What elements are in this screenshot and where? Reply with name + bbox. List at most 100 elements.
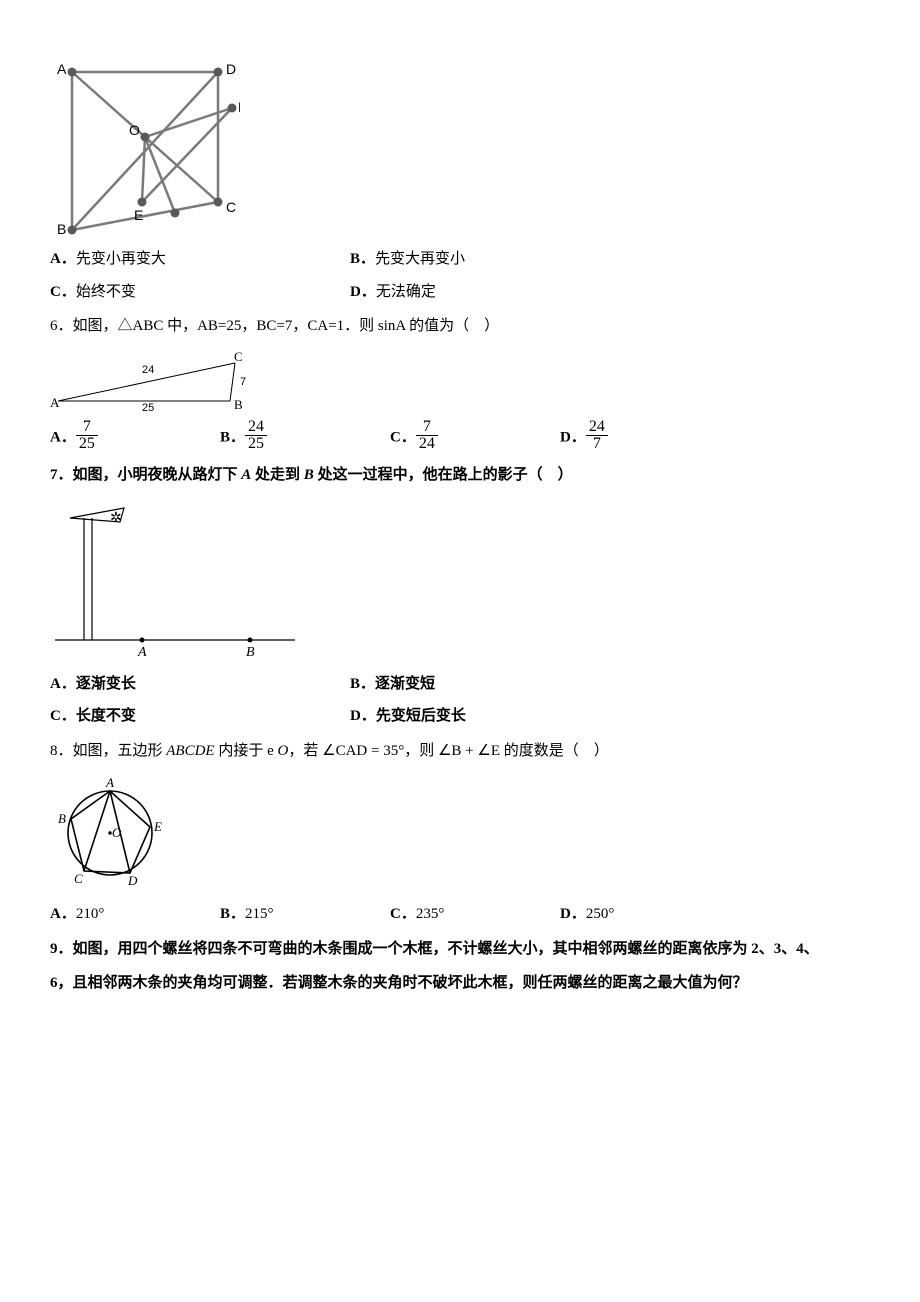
- svg-text:C: C: [74, 871, 83, 886]
- q7-svg: ✲ A B: [50, 500, 300, 660]
- svg-text:C: C: [226, 199, 236, 215]
- q5-figure: A D B C E F O: [50, 60, 870, 235]
- denominator: 25: [76, 435, 98, 453]
- q6-options: A．725 B．2425 C．724 D．247: [50, 421, 870, 456]
- q8-part-3: O: [278, 743, 289, 759]
- opt-text: 210°: [76, 906, 105, 922]
- q7-part-2: 处走到: [251, 467, 304, 483]
- svg-text:C: C: [234, 351, 243, 364]
- svg-text:B: B: [234, 397, 243, 411]
- opt-text: 先变短后变长: [376, 708, 466, 724]
- q6-opt-c: C．724: [390, 421, 560, 456]
- svg-text:O: O: [129, 122, 140, 138]
- fraction: 724: [416, 419, 438, 454]
- q6-opt-d: D．247: [560, 421, 608, 456]
- fraction: 247: [586, 419, 608, 454]
- q8-opt-a: A．210°: [50, 900, 220, 929]
- denominator: 25: [245, 435, 267, 453]
- opt-text: 先变大再变小: [375, 251, 465, 267]
- numerator: 7: [416, 419, 438, 436]
- opt-label: D．: [350, 284, 376, 300]
- svg-text:E: E: [153, 819, 162, 834]
- q8-figure: A B C D E O: [50, 775, 870, 890]
- svg-text:✲: ✲: [110, 511, 122, 526]
- q5-options-row-1: A．先变小再变大 B．先变大再变小: [50, 245, 870, 274]
- opt-text: 215°: [245, 906, 274, 922]
- svg-text:E: E: [134, 207, 143, 223]
- q8-part-7: ∠B + ∠E: [438, 743, 500, 759]
- q8-options: A．210° B．215° C．235° D．250°: [50, 900, 870, 929]
- opt-label: D．: [560, 429, 586, 445]
- q7-opt-b: B．逐渐变短: [350, 670, 435, 699]
- numerator: 7: [76, 419, 98, 436]
- svg-text:B: B: [246, 645, 255, 660]
- svg-text:24: 24: [142, 364, 154, 376]
- q6-opt-a: A．725: [50, 421, 220, 456]
- q8-part-5: ∠CAD = 35°: [322, 743, 404, 759]
- q7-options-row-1: A．逐渐变长 B．逐渐变短: [50, 670, 870, 699]
- q7-part-1: A: [241, 467, 251, 483]
- opt-text: 250°: [586, 906, 615, 922]
- q8-part-1: ABCDE: [166, 743, 214, 759]
- opt-label: C．: [50, 708, 76, 724]
- opt-text: 先变小再变大: [76, 251, 166, 267]
- svg-text:D: D: [127, 873, 138, 888]
- opt-label: A．: [50, 429, 76, 445]
- svg-text:A: A: [137, 645, 147, 660]
- svg-text:A: A: [105, 775, 114, 790]
- q5-opt-b: B．先变大再变小: [350, 245, 465, 274]
- q7-stem: 7．如图，小明夜晚从路灯下 A 处走到 B 处这一过程中，他在路上的影子（ ）: [50, 461, 870, 490]
- q8-part-8: 的度数是（ ）: [500, 743, 609, 759]
- q6-opt-b: B．2425: [220, 421, 390, 456]
- opt-text: 长度不变: [76, 708, 136, 724]
- q8-part-6: ，则: [404, 743, 438, 759]
- q7-options-row-2: C．长度不变 D．先变短后变长: [50, 702, 870, 731]
- svg-text:A: A: [50, 395, 60, 410]
- q5-opt-a: A．先变小再变大: [50, 245, 350, 274]
- q7-part-0: 7．如图，小明夜晚从路灯下: [50, 467, 241, 483]
- q8-opt-b: B．215°: [220, 900, 390, 929]
- q6-stem-text: 6．如图，△ABC 中，AB=25，BC=7，CA=1．则 sinA 的值为（ …: [50, 318, 499, 334]
- q5-options-row-2: C．始终不变 D．无法确定: [50, 278, 870, 307]
- q6-svg: 24 7 25 A B C: [50, 351, 260, 411]
- opt-label: C．: [50, 284, 76, 300]
- q9-line1: 9．如图，用四个螺丝将四条不可弯曲的木条围成一个木框，不计螺丝大小，其中相邻两螺…: [50, 935, 870, 964]
- svg-text:7: 7: [240, 376, 246, 388]
- fraction: 725: [76, 419, 98, 454]
- q6-stem: 6．如图，△ABC 中，AB=25，BC=7，CA=1．则 sinA 的值为（ …: [50, 312, 870, 341]
- svg-text:A: A: [57, 61, 67, 77]
- numerator: 24: [586, 419, 608, 436]
- q8-svg: A B C D E O: [50, 775, 180, 890]
- opt-text: 逐渐变长: [76, 676, 136, 692]
- q7-opt-c: C．长度不变: [50, 702, 350, 731]
- q8-stem: 8．如图，五边形 ABCDE 内接于 e O，若 ∠CAD = 35°，则 ∠B…: [50, 737, 870, 766]
- svg-text:25: 25: [142, 402, 154, 411]
- denominator: 24: [416, 435, 438, 453]
- svg-text:O: O: [112, 825, 122, 840]
- opt-label: B．: [350, 251, 375, 267]
- opt-text: 逐渐变短: [375, 676, 435, 692]
- q8-opt-c: C．235°: [390, 900, 560, 929]
- numerator: 24: [245, 419, 267, 436]
- q8-opt-d: D．250°: [560, 900, 614, 929]
- q7-part-4: 处这一过程中，他在路上的影子（ ）: [314, 467, 573, 483]
- opt-label: B．: [220, 429, 245, 445]
- opt-label: A．: [50, 251, 76, 267]
- svg-text:B: B: [58, 811, 66, 826]
- opt-label: D．: [560, 906, 586, 922]
- svg-text:D: D: [226, 61, 236, 77]
- svg-text:F: F: [238, 99, 240, 115]
- opt-label: A．: [50, 676, 76, 692]
- fraction: 2425: [245, 419, 267, 454]
- q5-opt-d: D．无法确定: [350, 278, 436, 307]
- opt-label: C．: [390, 429, 416, 445]
- opt-label: C．: [390, 906, 416, 922]
- opt-text: 始终不变: [76, 284, 136, 300]
- opt-label: B．: [350, 676, 375, 692]
- svg-text:B: B: [57, 221, 66, 235]
- q5-svg: A D B C E F O: [50, 60, 240, 235]
- q8-part-2: 内接于 e: [215, 743, 278, 759]
- q9-line2: 6，且相邻两木条的夹角均可调整．若调整木条的夹角时不破坏此木框，则任两螺丝的距离…: [50, 969, 870, 998]
- q5-opt-c: C．始终不变: [50, 278, 350, 307]
- q6-figure: 24 7 25 A B C: [50, 351, 870, 411]
